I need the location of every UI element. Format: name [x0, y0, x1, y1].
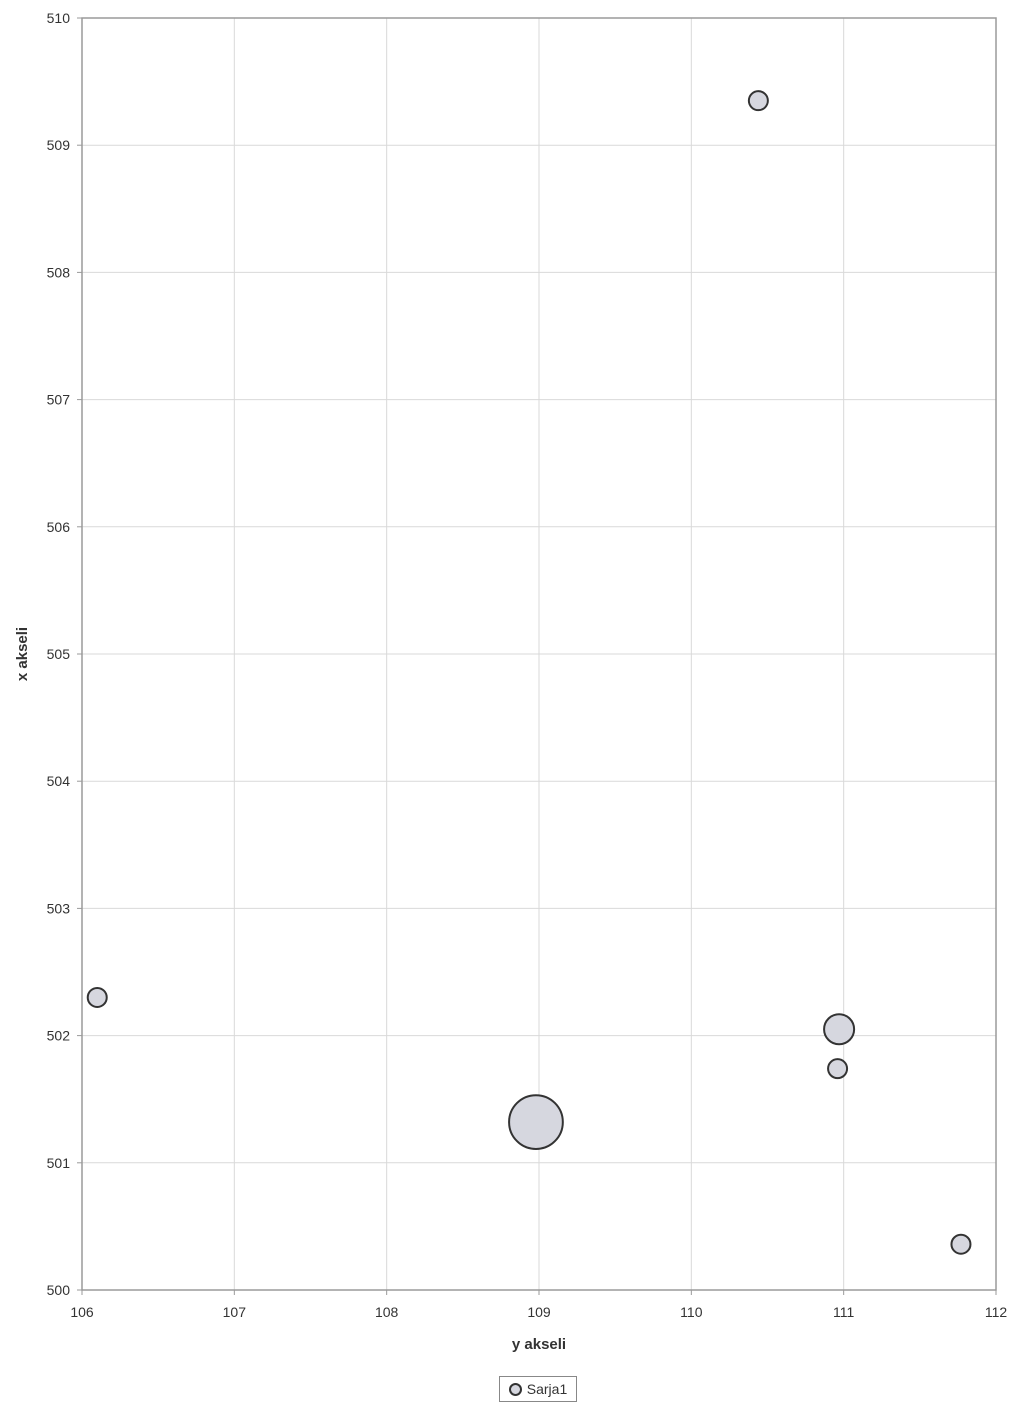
- x-tick-label: 107: [223, 1304, 247, 1320]
- plot-frame: [81, 17, 997, 1291]
- y-tick-label: 510: [47, 10, 71, 26]
- y-tick-label: 505: [47, 646, 71, 662]
- x-tick-label: 110: [680, 1304, 703, 1320]
- y-tick-label: 509: [47, 137, 71, 153]
- y-tick-label: 501: [47, 1155, 71, 1171]
- x-axis-title: y akseli: [512, 1336, 566, 1353]
- data-point: [950, 1233, 972, 1255]
- y-tick-label: 506: [47, 519, 71, 535]
- y-tick-label: 500: [47, 1282, 71, 1298]
- x-tick-label: 108: [375, 1304, 399, 1320]
- data-point: [508, 1094, 564, 1150]
- x-tick-label: 109: [527, 1304, 551, 1320]
- x-tick-label: 111: [833, 1304, 854, 1320]
- legend-marker: [508, 1382, 522, 1396]
- y-tick-label: 502: [47, 1028, 71, 1044]
- x-tick-label: 112: [985, 1304, 1008, 1320]
- y-tick-label: 504: [47, 773, 71, 789]
- data-point: [86, 986, 108, 1008]
- y-tick-label: 507: [47, 392, 71, 408]
- x-tick-label: 106: [70, 1304, 94, 1320]
- legend: Sarja1: [499, 1376, 577, 1402]
- data-point: [823, 1013, 856, 1046]
- y-tick-label: 508: [47, 264, 71, 280]
- data-point: [827, 1058, 849, 1080]
- y-axis-title: x akseli: [14, 627, 31, 681]
- y-tick-label: 503: [47, 900, 71, 916]
- data-point: [747, 90, 769, 112]
- legend-label: Sarja1: [526, 1381, 568, 1397]
